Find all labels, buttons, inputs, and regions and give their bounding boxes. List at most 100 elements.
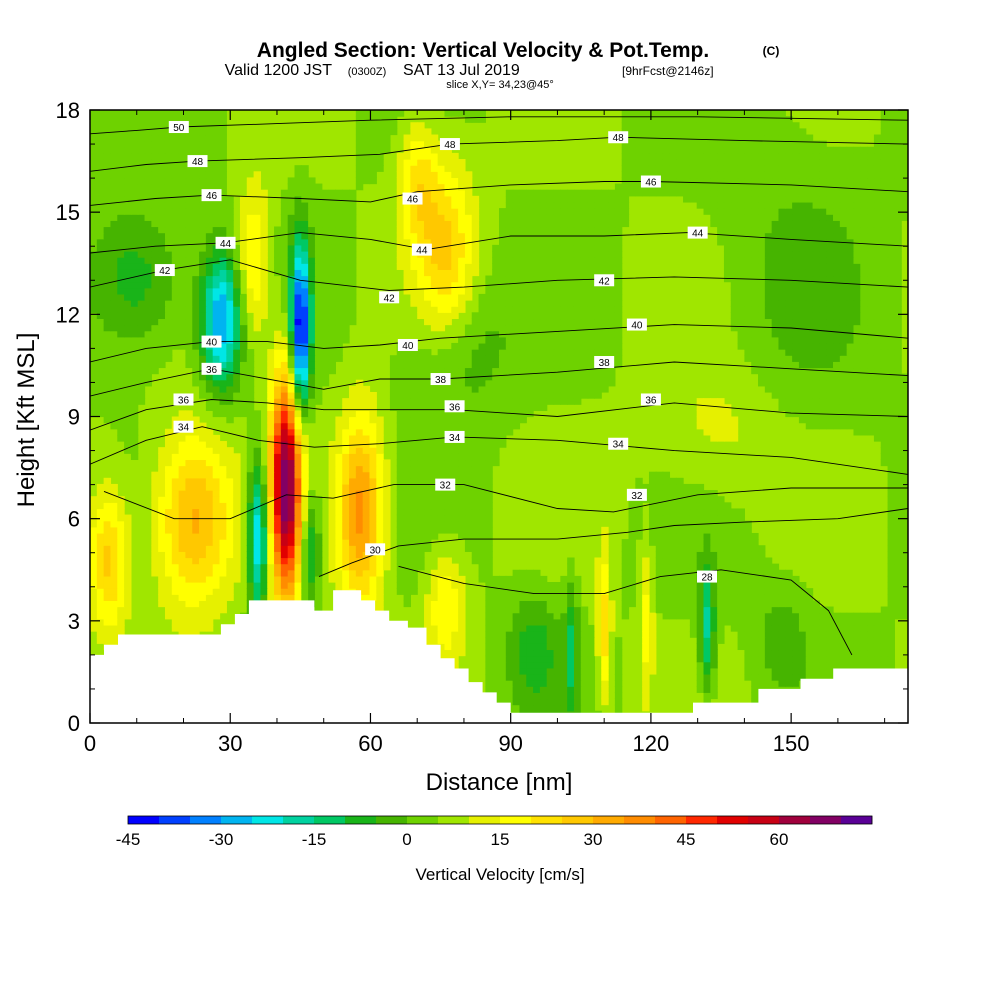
- velocity-cell: [328, 336, 336, 344]
- velocity-cell: [301, 391, 309, 399]
- velocity-cell: [887, 661, 895, 669]
- velocity-cell: [778, 373, 786, 381]
- velocity-cell: [833, 361, 841, 369]
- velocity-cell: [444, 508, 452, 516]
- velocity-cell: [608, 379, 616, 387]
- velocity-cell: [812, 342, 820, 350]
- velocity-cell: [533, 336, 541, 344]
- velocity-cell: [103, 379, 112, 387]
- velocity-cell: [642, 680, 650, 687]
- velocity-cell: [785, 680, 793, 687]
- velocity-cell: [417, 398, 425, 405]
- velocity-cell: [376, 569, 384, 577]
- velocity-cell: [417, 520, 425, 528]
- velocity-cell: [355, 410, 364, 418]
- velocity-cell: [376, 428, 384, 436]
- velocity-cell: [880, 441, 889, 448]
- velocity-cell: [424, 416, 432, 424]
- velocity-cell: [485, 367, 493, 375]
- velocity-cell: [471, 379, 480, 387]
- velocity-cell: [901, 398, 908, 405]
- velocity-cell: [669, 502, 677, 510]
- velocity-cell: [505, 655, 514, 663]
- velocity-cell: [805, 373, 814, 381]
- velocity-cell: [199, 575, 207, 583]
- velocity-cell: [444, 637, 452, 644]
- velocity-cell: [301, 324, 309, 332]
- velocity-cell: [805, 637, 814, 644]
- velocity-cell: [744, 643, 752, 651]
- velocity-cell: [894, 483, 902, 491]
- velocity-cell: [533, 649, 541, 657]
- velocity-cell: [396, 545, 405, 552]
- velocity-cell: [519, 594, 527, 601]
- velocity-cell: [601, 692, 609, 700]
- velocity-cell: [151, 367, 159, 375]
- velocity-cell: [294, 526, 302, 534]
- velocity-cell: [594, 391, 602, 399]
- velocity-cell: [580, 349, 589, 356]
- velocity-cell: [137, 312, 146, 320]
- velocity-cell: [219, 471, 227, 479]
- velocity-cell: [151, 526, 159, 534]
- velocity-cell: [171, 465, 180, 473]
- velocity-cell: [171, 532, 180, 540]
- velocity-cell: [253, 318, 262, 326]
- velocity-cell: [151, 520, 159, 528]
- velocity-cell: [117, 600, 125, 608]
- velocity-cell: [212, 600, 221, 608]
- velocity-cell: [103, 624, 112, 632]
- velocity-cell: [287, 532, 296, 540]
- velocity-cell: [458, 594, 466, 601]
- velocity-cell: [696, 557, 705, 565]
- velocity-cell: [887, 483, 895, 491]
- velocity-cell: [205, 330, 214, 338]
- velocity-cell: [676, 575, 684, 583]
- velocity-cell: [151, 330, 159, 338]
- velocity-cell: [778, 330, 786, 338]
- velocity-cell: [546, 661, 555, 669]
- velocity-cell: [96, 410, 105, 418]
- velocity-cell: [274, 391, 282, 399]
- velocity-cell: [471, 459, 480, 467]
- velocity-cell: [601, 624, 609, 632]
- velocity-cell: [451, 459, 459, 467]
- velocity-cell: [233, 465, 241, 473]
- velocity-cell: [533, 637, 541, 644]
- velocity-cell: [410, 367, 418, 375]
- velocity-cell: [349, 398, 357, 405]
- velocity-cell: [744, 649, 752, 657]
- velocity-cell: [642, 643, 650, 651]
- velocity-cell: [887, 526, 895, 534]
- velocity-cell: [608, 606, 616, 614]
- velocity-cell: [499, 588, 507, 595]
- velocity-cell: [860, 637, 868, 644]
- velocity-cell: [144, 336, 152, 344]
- velocity-cell: [96, 355, 105, 362]
- velocity-cell: [533, 324, 541, 332]
- velocity-cell: [642, 655, 650, 663]
- velocity-cell: [764, 324, 773, 332]
- velocity-cell: [130, 306, 139, 313]
- velocity-cell: [901, 416, 908, 424]
- velocity-cell: [519, 379, 527, 387]
- velocity-cell: [458, 612, 466, 620]
- velocity-cell: [253, 416, 262, 424]
- velocity-cell: [867, 612, 875, 620]
- velocity-cell: [758, 661, 766, 669]
- velocity-cell: [103, 385, 112, 393]
- velocity-cell: [485, 379, 493, 387]
- velocity-cell: [464, 404, 473, 411]
- velocity-cell: [710, 539, 718, 546]
- velocity-cell: [342, 453, 350, 461]
- velocity-cell: [485, 391, 493, 399]
- velocity-cell: [164, 355, 173, 362]
- velocity-cell: [505, 661, 514, 669]
- velocity-cell: [171, 447, 180, 454]
- velocity-cell: [437, 575, 446, 583]
- velocity-cell: [137, 330, 146, 338]
- velocity-cell: [267, 447, 275, 454]
- velocity-cell: [792, 637, 800, 644]
- velocity-cell: [403, 398, 411, 405]
- velocity-cell: [594, 318, 602, 326]
